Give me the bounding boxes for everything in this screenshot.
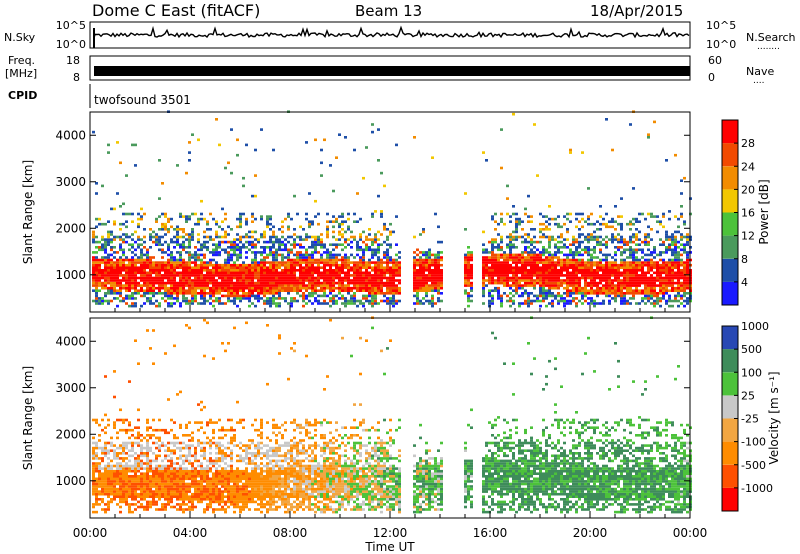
y-tick-label: 4000: [55, 334, 86, 348]
colorbar-segment: [722, 395, 738, 419]
nsky-strip: N.Sky 10^5 10^0 10^5 10^0 N.Search .....…: [4, 19, 796, 52]
cpid-row: CPID twofsound 3501: [8, 84, 191, 108]
power-y-axis: 1000 2000 3000 4000: [55, 128, 690, 282]
colorbar-segment: [722, 258, 738, 282]
power-data-layer: [92, 110, 692, 308]
nave-label: Nave: [746, 65, 774, 78]
colorbar-tick-label: -25: [741, 413, 759, 426]
colorbar-tick-label: 28: [741, 137, 755, 150]
power-colorbar: 4 8 12 16 20 24 28: [721, 119, 755, 306]
y-tick-label: 1000: [55, 474, 86, 488]
colorbar-segment: [722, 212, 738, 236]
velocity-colorbar: -1000 -500 -100 -25 25 100 500 1000: [721, 320, 773, 512]
nave-tick-top: 60: [708, 54, 722, 67]
nave-tick-bottom: 0: [708, 71, 715, 84]
x-tick-label: 16:00: [473, 526, 508, 540]
nsearch-label: N.Search: [746, 31, 796, 44]
colorbar-segment: [722, 235, 738, 259]
colorbar-tick-label: 16: [741, 207, 755, 220]
colorbar-segment: [722, 189, 738, 213]
freq-label-1: Freq.: [8, 54, 35, 67]
nsearch-tick-top: 10^5: [706, 19, 736, 32]
station-title: Dome C East (fitACF): [92, 1, 260, 20]
colorbar-tick-label: 25: [741, 389, 755, 402]
colorbar-tick-label: 1000: [741, 320, 769, 333]
colorbar-segment: [722, 464, 738, 488]
colorbar-tick-label: 8: [741, 253, 748, 266]
velocity-y-axis: 1000 2000 3000 4000: [55, 334, 690, 488]
colorbar-tick-label: 500: [741, 343, 762, 356]
velocity-ylabel: Slant Range [km]: [21, 366, 35, 470]
colorbar-tick-label: 12: [741, 230, 755, 243]
nsearch-dots: ........: [757, 42, 780, 52]
beam-title: Beam 13: [355, 2, 422, 20]
cpid-value: twofsound 3501: [94, 93, 191, 107]
power-colorbar-label: Power [dB]: [757, 179, 771, 244]
colorbar-segment: [722, 120, 738, 144]
x-tick-label: 00:00: [673, 526, 708, 540]
power-panel: 1000 2000 3000 4000 Slant Range [km] 4 8 12 16…: [21, 110, 771, 313]
x-tick-label: 00:00: [73, 526, 108, 540]
freq-tick-bottom: 8: [73, 71, 80, 84]
x-axis: 00:00 04:00 08:00 12:00 16:00 20:00 00:00: [73, 305, 708, 540]
velocity-colorbar-label: Velocity [m s⁻¹]: [767, 371, 781, 464]
x-axis-label: Time UT: [364, 540, 415, 554]
freq-strip: Freq. [MHz] 18 8 60 0 Nave ....: [5, 54, 774, 86]
y-tick-label: 3000: [55, 175, 86, 189]
nsky-tick-bottom: 10^0: [56, 38, 86, 51]
colorbar-segment: [722, 143, 738, 167]
y-tick-label: 2000: [55, 427, 86, 441]
freq-band: [94, 66, 690, 76]
nsearch-tick-bottom: 10^0: [706, 38, 736, 51]
nave-dots: ....: [753, 76, 764, 86]
nsky-tick-top: 10^5: [56, 19, 86, 32]
x-tick-label: 08:00: [273, 526, 308, 540]
date-title: 18/Apr/2015: [590, 2, 683, 20]
x-tick-label: 12:00: [373, 526, 408, 540]
freq-tick-top: 18: [66, 54, 80, 67]
colorbar-tick-label: -1000: [741, 482, 773, 495]
velocity-data-layer: [92, 316, 692, 514]
colorbar-segment: [722, 326, 738, 350]
colorbar-segment: [722, 349, 738, 373]
y-tick-label: 2000: [55, 221, 86, 235]
colorbar-segment: [722, 487, 738, 511]
nsky-label: N.Sky: [4, 31, 36, 44]
colorbar-tick-label: -100: [741, 436, 766, 449]
colorbar-segment: [722, 281, 738, 305]
power-ylabel: Slant Range [km]: [21, 160, 35, 264]
colorbar-tick-label: 100: [741, 366, 762, 379]
y-tick-label: 1000: [55, 268, 86, 282]
x-tick-label: 20:00: [573, 526, 608, 540]
colorbar-segment: [722, 418, 738, 442]
freq-label-2: [MHz]: [5, 67, 37, 80]
nsky-trace: [93, 25, 690, 39]
y-tick-label: 3000: [55, 381, 86, 395]
colorbar-tick-label: 4: [741, 276, 748, 289]
y-tick-label: 4000: [55, 128, 86, 142]
colorbar-segment: [722, 372, 738, 396]
colorbar-segment: [722, 166, 738, 190]
colorbar-tick-label: -500: [741, 459, 766, 472]
colorbar-tick-label: 24: [741, 160, 755, 173]
cpid-label: CPID: [8, 89, 37, 102]
colorbar-tick-label: 20: [741, 183, 755, 196]
colorbar-segment: [722, 441, 738, 465]
x-tick-label: 04:00: [173, 526, 208, 540]
